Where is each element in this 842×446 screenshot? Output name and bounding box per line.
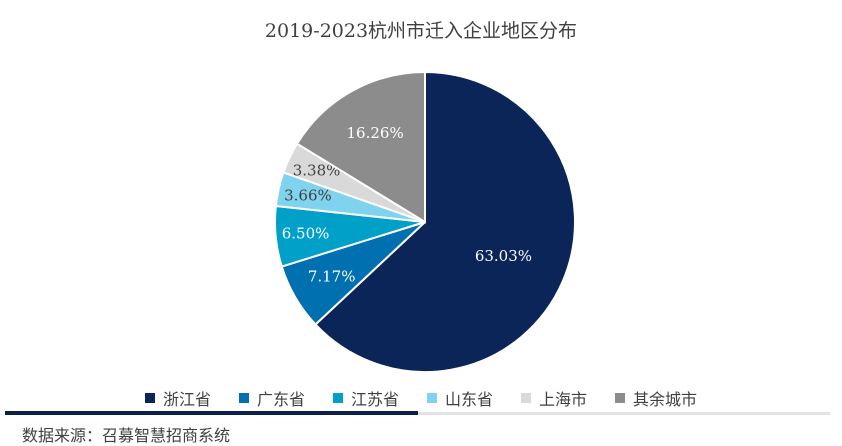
data-label-1: 7.17% bbox=[308, 267, 356, 285]
footer-divider-dark bbox=[5, 411, 418, 415]
data-label-0: 63.03% bbox=[475, 247, 532, 265]
legend-label: 山东省 bbox=[445, 390, 494, 409]
legend-item: 上海市 bbox=[521, 386, 587, 410]
legend-swatch bbox=[427, 393, 437, 403]
legend-swatch bbox=[615, 393, 626, 403]
source-note: 数据来源：召募智慧招商系统 bbox=[22, 426, 231, 445]
footer-divider-light bbox=[418, 412, 830, 415]
legend: 浙江省 广东省 江苏省 山东省 上海市 其余城市 bbox=[0, 386, 842, 410]
data-label-2: 6.50% bbox=[282, 225, 330, 243]
legend-swatch bbox=[521, 393, 532, 403]
legend-label: 其余城市 bbox=[633, 390, 698, 409]
data-label-4: 3.38% bbox=[293, 162, 341, 180]
legend-swatch bbox=[332, 393, 343, 403]
legend-label: 上海市 bbox=[539, 390, 588, 409]
legend-label: 江苏省 bbox=[350, 390, 399, 409]
legend-item: 浙江省 bbox=[144, 386, 211, 410]
legend-item: 江苏省 bbox=[332, 386, 399, 410]
chart-title: 2019-2023杭州市迁入企业地区分布 bbox=[264, 20, 578, 42]
data-label-5: 16.26% bbox=[347, 124, 404, 142]
legend-item: 其余城市 bbox=[615, 386, 697, 410]
legend-label: 广东省 bbox=[256, 390, 305, 409]
pie-slice-5 bbox=[295, 70, 426, 224]
legend-item: 广东省 bbox=[238, 386, 305, 410]
pie-slice-0 bbox=[314, 70, 576, 373]
data-label-3: 3.66% bbox=[284, 187, 332, 205]
legend-label: 浙江省 bbox=[162, 390, 211, 409]
legend-item: 山东省 bbox=[427, 386, 493, 410]
legend-swatch bbox=[238, 393, 249, 403]
legend-swatch bbox=[144, 393, 155, 403]
